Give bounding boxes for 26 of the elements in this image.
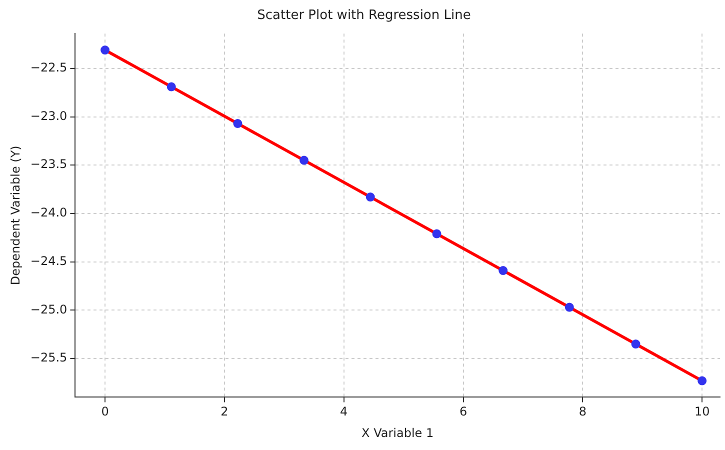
point: [166, 82, 176, 92]
x-tick-label: 10: [694, 404, 710, 419]
point: [366, 192, 375, 202]
point: [233, 119, 242, 128]
point: [698, 376, 707, 386]
y-tick-label: −24.0: [30, 206, 68, 220]
y-tick-label: −25.0: [30, 302, 68, 316]
x-axis-title: X Variable 1: [362, 426, 434, 440]
y-tick-label: −22.5: [30, 60, 68, 75]
y-tick-label: −25.5: [30, 350, 68, 365]
x-tick-label: 6: [459, 404, 468, 419]
point: [498, 266, 508, 276]
x-tick-label: 0: [101, 404, 109, 419]
chart-title: Scatter Plot with Regression Line: [257, 8, 471, 24]
y-tick-label: −24.5: [30, 254, 68, 268]
x-tick-label: 2: [220, 404, 228, 419]
x-tick-label: 8: [578, 404, 586, 419]
point: [631, 340, 640, 349]
point: [564, 302, 574, 312]
x-tick-label: 4: [340, 404, 348, 419]
y-axis-title: Dependent Variable (Y): [8, 146, 22, 286]
y-tick-label: −23.0: [30, 108, 68, 123]
point: [100, 46, 110, 55]
point: [432, 229, 442, 238]
point: [300, 156, 309, 165]
y-tick-label: −23.5: [30, 157, 68, 172]
